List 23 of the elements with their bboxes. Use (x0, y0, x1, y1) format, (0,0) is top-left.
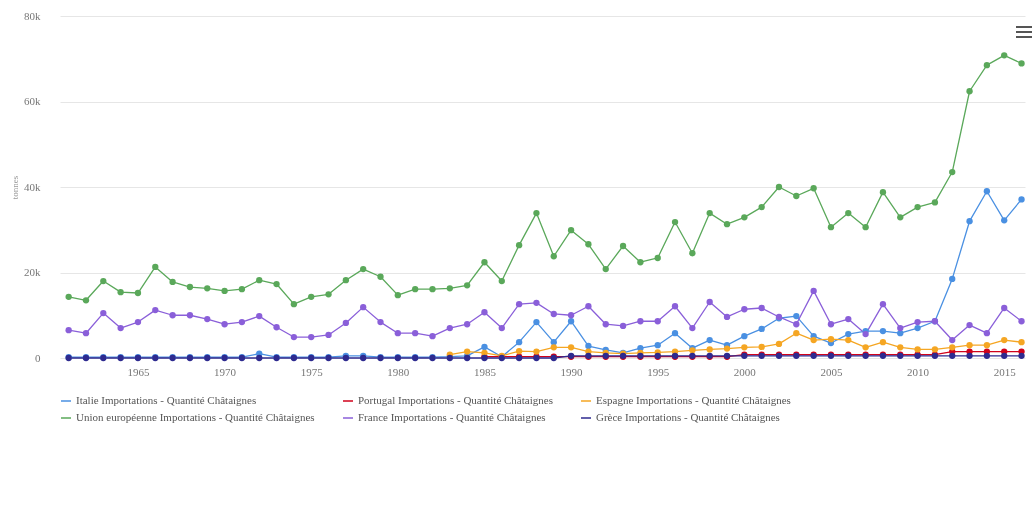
x-tick-label: 2015 (993, 365, 1017, 378)
y-tick-label: 40k (24, 180, 41, 193)
legend-label: France Importations - Quantité Châtaignes (358, 411, 546, 423)
x-tick-label: 1990 (560, 365, 584, 378)
legend-label: Espagne Importations - Quantité Châtaignes (596, 394, 791, 406)
x-tick-label: 1985 (473, 365, 497, 378)
x-tick-label: 1965 (127, 365, 150, 378)
legend-label: Union européenne Importations - Quantité Châtaignes (76, 411, 315, 423)
y-tick-label: 60k (24, 95, 41, 107)
legend-label: Italie Importations - Quantité Châtaignes (76, 394, 257, 406)
x-tick-label: 2005 (820, 365, 843, 378)
legend-label: Grèce Importations - Quantité Châtaignes (596, 411, 780, 423)
x-tick-label: 1975 (300, 365, 324, 378)
x-tick-label: 1970 (214, 365, 237, 378)
x-tick-label: 1980 (387, 365, 410, 378)
legend-label: Portugal Importations - Quantité Châtaignes (358, 394, 553, 406)
y-tick-label: 0 (35, 351, 41, 364)
x-tick-label: 2010 (907, 365, 930, 378)
y-axis-title: tonnes (10, 175, 20, 200)
y-tick-label: 20k (24, 266, 41, 278)
x-tick-label: 2000 (733, 365, 757, 378)
y-tick-label: 80k (24, 9, 41, 22)
x-tick-label: 1995 (647, 365, 670, 378)
